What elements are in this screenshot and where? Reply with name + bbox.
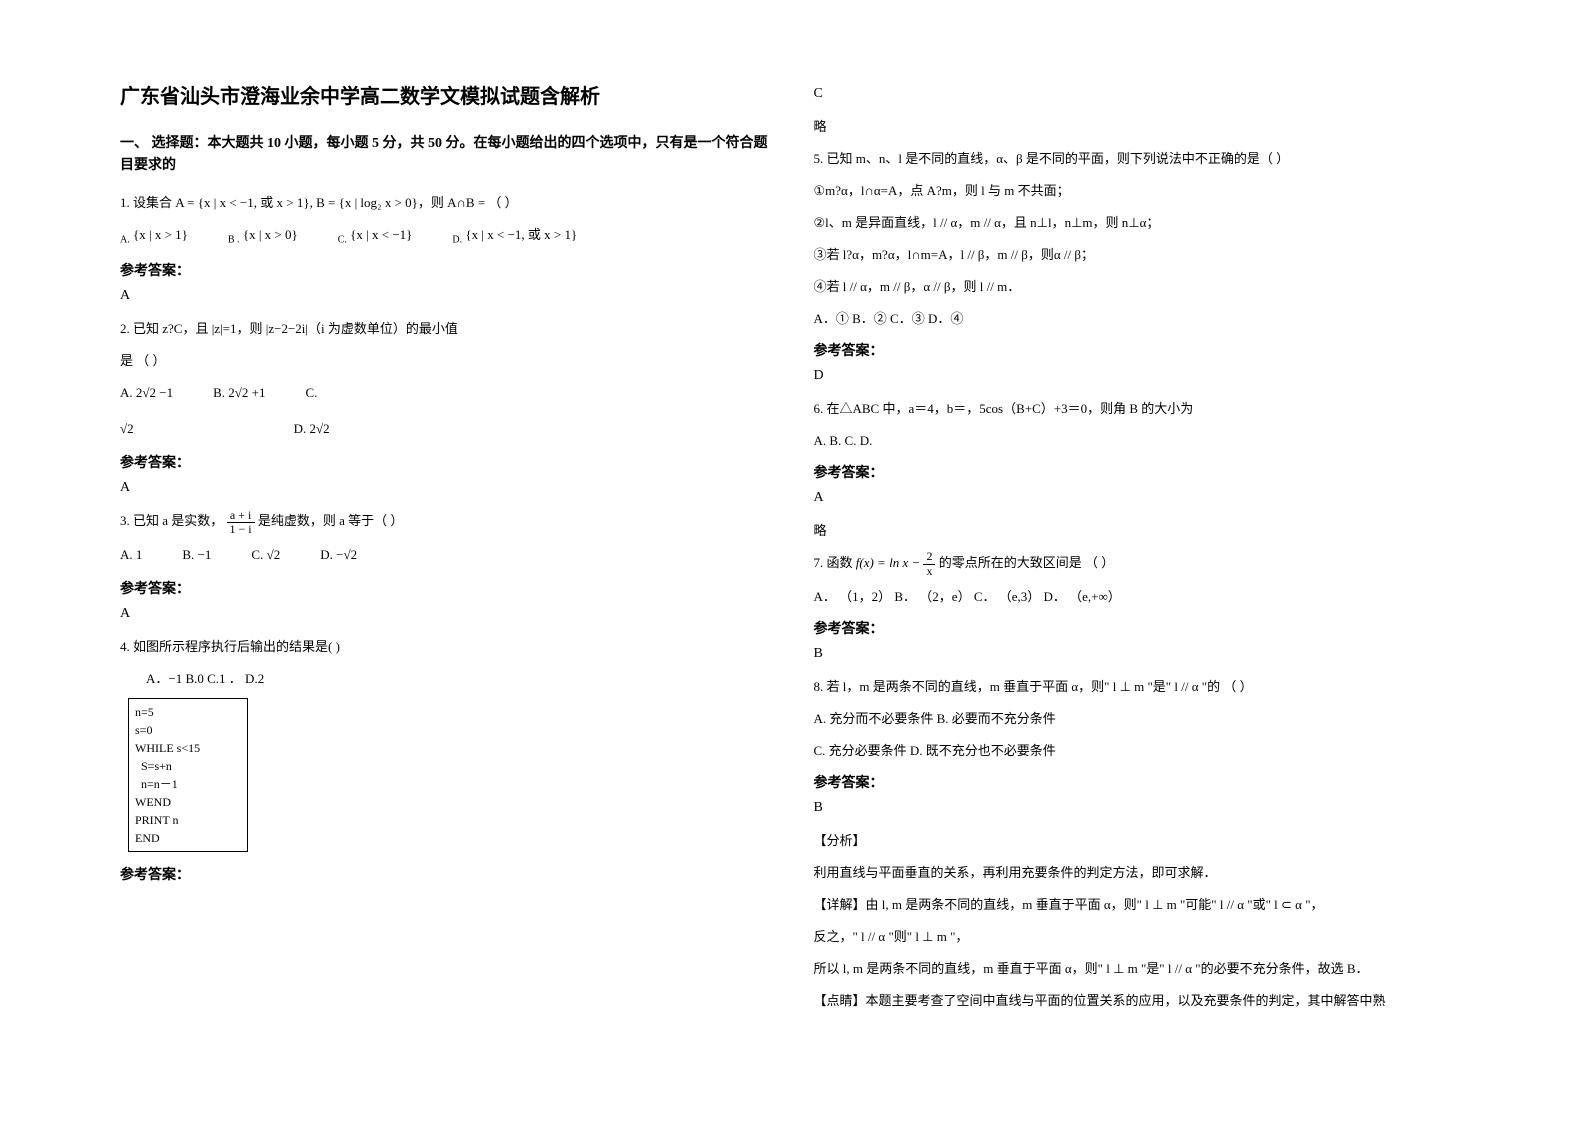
q8-line1: A. 充分而不必要条件 B. 必要而不充分条件 bbox=[814, 706, 1468, 732]
q7-pre: 7. 函数 bbox=[814, 555, 856, 570]
a8: B bbox=[814, 800, 1468, 816]
a4-note: 略 bbox=[814, 114, 1468, 140]
a1: A bbox=[120, 288, 774, 304]
q3-options: A. 1 B. −1 C. √2 D. −√2 bbox=[120, 542, 774, 568]
q6-stem: 6. 在△ABC 中，a＝4，b＝，5cos（B+C）+3＝0，则角 B 的大小… bbox=[814, 396, 1468, 422]
q8-detail2: 反之，" l // α "则" l ⊥ m "， bbox=[814, 924, 1468, 950]
answer-label-7: 参考答案： bbox=[814, 618, 1468, 638]
answer-label-1: 参考答案： bbox=[120, 260, 774, 280]
q4-code: n=5 s=0 WHILE s<15 S=s+n n=n－1 WEND PRIN… bbox=[128, 698, 248, 852]
q3-post: 是纯虚数，则 a 等于（ ） bbox=[258, 513, 404, 528]
q5-line2: ②l、m 是异面直线，l // α，m // α，且 n⊥l，n⊥m，则 n⊥α… bbox=[814, 210, 1468, 236]
q2-stem2: 是 （ ） bbox=[120, 348, 774, 374]
q1-stem: 1. 设集合 A = {x | x < −1, 或 x > 1}, B = {x… bbox=[120, 190, 774, 216]
q7-stem: 7. 函数 f(x) = ln x − 2 x 的零点所在的大致区间是 （ ） bbox=[814, 550, 1468, 578]
q8-detail: 【详解】由 l, m 是两条不同的直线，m 垂直于平面 α，则" l ⊥ m "… bbox=[814, 892, 1468, 918]
q7-frac: 2 x bbox=[923, 550, 935, 577]
q3-optB: B. −1 bbox=[182, 542, 211, 568]
q1-optB: B . {x | x > 0} bbox=[228, 222, 298, 251]
q2-optA: A. 2√2 −1 bbox=[120, 380, 173, 406]
q5-line4: ④若 l // α，m // β，α // β，则 l // m． bbox=[814, 274, 1468, 300]
q2-optC2: √2 bbox=[120, 416, 134, 442]
q1-optD: D. {x | x < −1, 或 x > 1} bbox=[452, 222, 577, 251]
q2-optB: B. 2√2 +1 bbox=[213, 380, 265, 406]
q2-stem: 2. 已知 z?C，且 |z|=1，则 |z−2−2i|（i 为虚数单位）的最小… bbox=[120, 316, 774, 342]
q8-analysis: 利用直线与平面垂直的关系，再利用充要条件的判定方法，即可求解． bbox=[814, 860, 1468, 886]
a6: A bbox=[814, 490, 1468, 506]
q2-options-row1: A. 2√2 −1 B. 2√2 +1 C. bbox=[120, 380, 774, 406]
q3-optC: C. √2 bbox=[251, 542, 280, 568]
q7-post: 的零点所在的大致区间是 （ ） bbox=[939, 555, 1115, 570]
q7-fx: f(x) = ln x − bbox=[856, 555, 924, 570]
a6-note: 略 bbox=[814, 518, 1468, 544]
a4: C bbox=[814, 86, 1468, 102]
q8-comment: 【点睛】本题主要考查了空间中直线与平面的位置关系的应用，以及充要条件的判定，其中… bbox=[814, 988, 1468, 1014]
q3-pre: 3. 已知 a 是实数， bbox=[120, 513, 223, 528]
a2: A bbox=[120, 480, 774, 496]
q6-opts: A. B. C. D. bbox=[814, 428, 1468, 454]
q5-line1: ①m?α，l∩α=A，点 A?m，则 l 与 m 不共面； bbox=[814, 178, 1468, 204]
answer-label-5: 参考答案： bbox=[814, 340, 1468, 360]
a5: D bbox=[814, 368, 1468, 384]
q1-options: A. {x | x > 1} B . {x | x > 0} C. {x | x… bbox=[120, 222, 774, 251]
q5-opts: A．① B．② C．③ D．④ bbox=[814, 306, 1468, 332]
q3-optD: D. −√2 bbox=[320, 542, 357, 568]
page-title: 广东省汕头市澄海业余中学高二数学文模拟试题含解析 bbox=[120, 80, 774, 109]
q1-optC: C. {x | x < −1} bbox=[338, 222, 413, 251]
answer-label-4: 参考答案： bbox=[120, 864, 774, 884]
q7-opts: A． （1，2） B． （2，e） C． （e,3） D． （e,+∞） bbox=[814, 584, 1468, 610]
left-column: 广东省汕头市澄海业余中学高二数学文模拟试题含解析 一、 选择题：本大题共 10 … bbox=[100, 80, 794, 1020]
q4-stem: 4. 如图所示程序执行后输出的结果是( ) bbox=[120, 634, 774, 660]
section-head: 一、 选择题：本大题共 10 小题，每小题 5 分，共 50 分。在每小题给出的… bbox=[120, 133, 774, 178]
q5-line3: ③若 l?α，m?α，l∩m=A，l // β，m // β，则α // β； bbox=[814, 242, 1468, 268]
answer-label-3: 参考答案： bbox=[120, 578, 774, 598]
q4-opts: A．−1 B.0 C.1 ． D.2 bbox=[120, 666, 774, 692]
q8-detail3: 所以 l, m 是两条不同的直线，m 垂直于平面 α，则" l ⊥ m "是" … bbox=[814, 956, 1468, 982]
q3-stem: 3. 已知 a 是实数， a + i 1 − i 是纯虚数，则 a 等于（ ） bbox=[120, 508, 774, 536]
q2-options-row2: √2 D. 2√2 bbox=[120, 416, 774, 442]
a7: B bbox=[814, 646, 1468, 662]
q2-optD: D. 2√2 bbox=[294, 416, 330, 442]
q3-frac: a + i 1 − i bbox=[227, 509, 255, 536]
right-column: C 略 5. 已知 m、n、l 是不同的直线，α、β 是不同的平面，则下列说法中… bbox=[794, 80, 1488, 1020]
q5-stem: 5. 已知 m、n、l 是不同的直线，α、β 是不同的平面，则下列说法中不正确的… bbox=[814, 146, 1468, 172]
q3-optA: A. 1 bbox=[120, 542, 142, 568]
answer-label-8: 参考答案： bbox=[814, 772, 1468, 792]
q2-optC: C. bbox=[306, 380, 318, 406]
a3: A bbox=[120, 606, 774, 622]
q8-stem: 8. 若 l，m 是两条不同的直线，m 垂直于平面 α，则" l ⊥ m "是"… bbox=[814, 674, 1468, 700]
q8-line2: C. 充分必要条件 D. 既不充分也不必要条件 bbox=[814, 738, 1468, 764]
answer-label-2: 参考答案： bbox=[120, 452, 774, 472]
answer-label-6: 参考答案： bbox=[814, 462, 1468, 482]
q1-optA: A. {x | x > 1} bbox=[120, 222, 188, 251]
q8-analysis-label: 【分析】 bbox=[814, 828, 1468, 854]
q1-text: 1. 设集合 A = {x | x < −1, 或 x > 1}, B = {x… bbox=[120, 195, 518, 210]
